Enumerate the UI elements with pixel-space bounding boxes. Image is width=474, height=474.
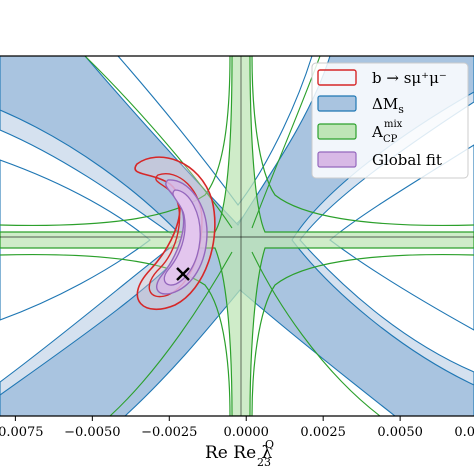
legend-entry-global-fit: Global fit [317, 151, 442, 169]
x-tick-label: −0.0075 [0, 425, 44, 440]
svg-text:Global fit: Global fit [372, 151, 442, 169]
x-axis-title-sup: Q [265, 438, 274, 451]
x-tick-label: −0.0025 [141, 425, 197, 440]
legend: b → sμ⁺μ⁻ ΔMs A mix CP Global fit [311, 62, 469, 179]
x-tick-label: 0.0050 [377, 425, 423, 440]
x-tick-label: 0.0075 [454, 425, 474, 440]
acp-region [0, 56, 474, 416]
global-fit-inner-contour [163, 189, 201, 286]
acp-outer-left-lower-curve [0, 254, 231, 416]
best-fit-marker [176, 267, 190, 281]
acp-outer-right-curve [251, 56, 474, 226]
legend-entry-acp: A mix CP [317, 119, 403, 145]
legend-box [311, 62, 469, 179]
svg-text:A: A [371, 123, 383, 141]
legend-entry-dms: ΔMs [317, 95, 404, 116]
x-axis-title: Re Re λ [205, 443, 273, 463]
x-tick-label: 0.0025 [300, 425, 346, 440]
svg-text:CP: CP [383, 134, 398, 145]
svg-text:b → sμ⁺μ⁻: b → sμ⁺μ⁻ [372, 69, 447, 87]
x-tick-label: 0.0000 [223, 425, 269, 440]
acp-outer-left-curve [0, 56, 231, 226]
x-tick-label: −0.0050 [64, 425, 120, 440]
x-axis-ticks: −0.0075 −0.0050 −0.0025 0.0000 0.0025 0.0050 0… [0, 416, 474, 440]
x-axis-title-sub: 23 [257, 456, 271, 469]
legend-entry-bsmumu: b → sμ⁺μ⁻ [317, 69, 447, 87]
acp-outer-right-lower-curve [251, 254, 474, 416]
acp-diagonal-left [84, 56, 233, 416]
svg-text:mix: mix [384, 119, 403, 130]
svg-text:ΔMs: ΔMs [372, 95, 404, 116]
